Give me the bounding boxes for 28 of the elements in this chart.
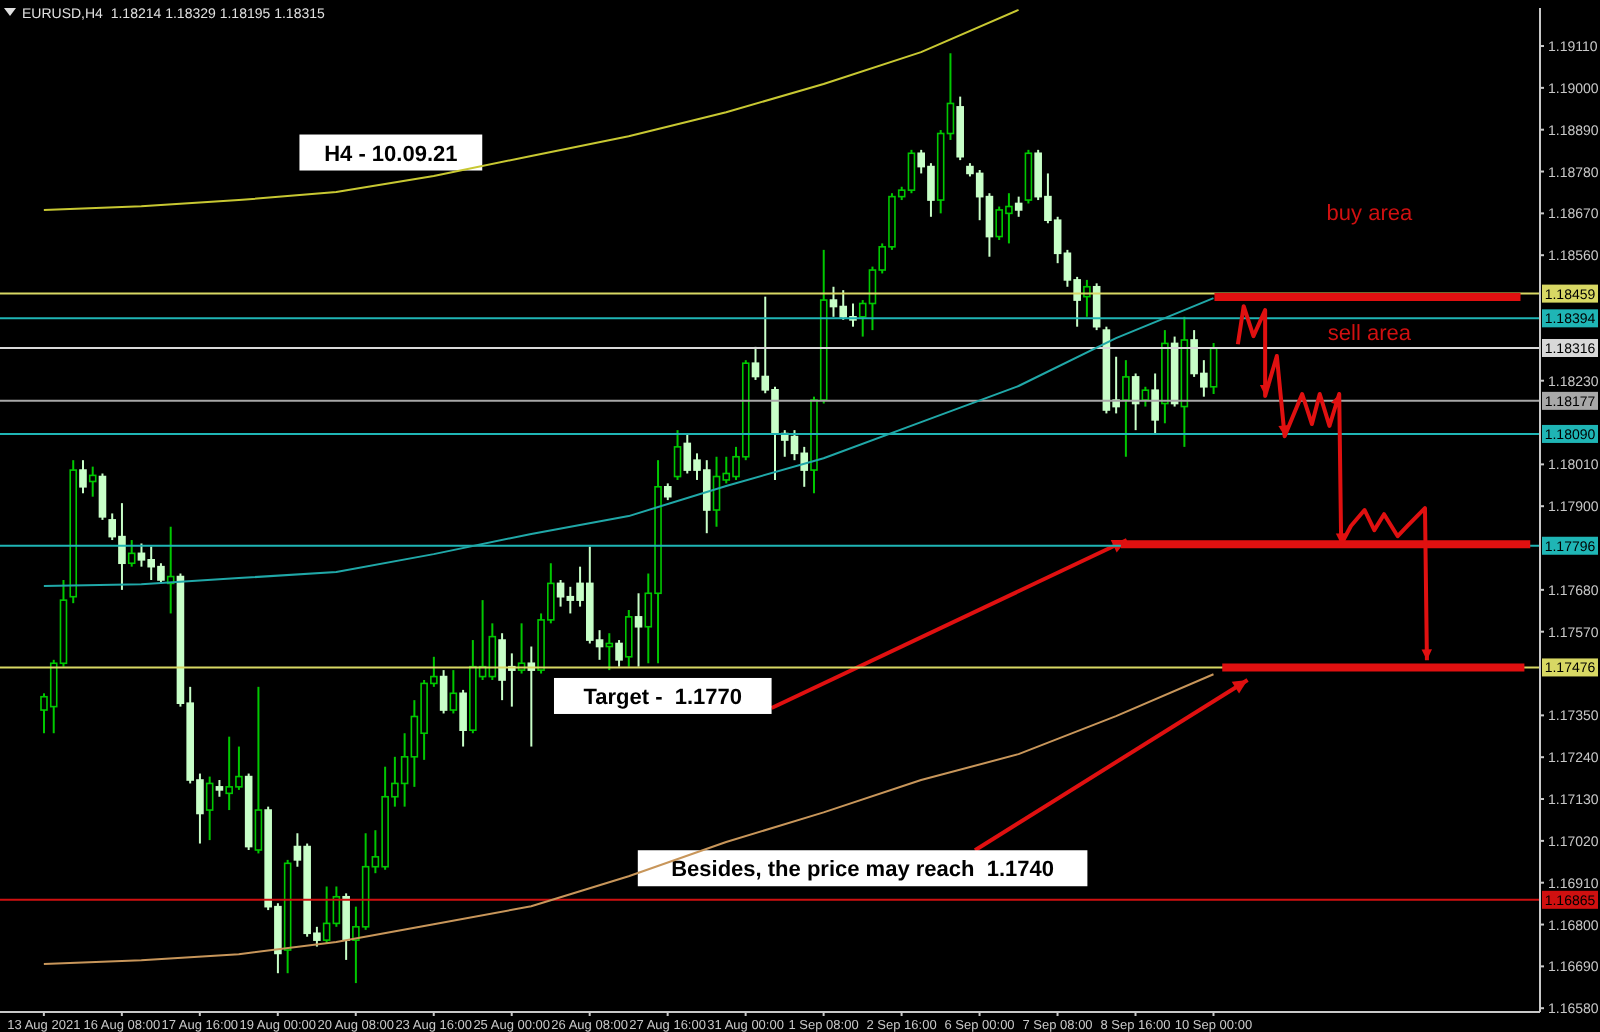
candlestick (1151, 372, 1159, 435)
annotation: H4 - 10.09.21 (324, 142, 458, 167)
candlestick (342, 892, 350, 961)
candlestick (634, 592, 643, 668)
candlestick (449, 669, 458, 715)
candlestick (625, 609, 633, 668)
line-series (42, 297, 1215, 588)
candlestick (205, 775, 214, 842)
candlestick (1024, 148, 1033, 205)
annotation: sell area (1327, 322, 1413, 347)
annotation: Target - 1.1770 (583, 685, 743, 710)
label-box: H4 - 10.09.21 (299, 134, 483, 171)
candlestick (127, 539, 136, 568)
candlestick (79, 459, 87, 495)
candlestick (88, 465, 97, 498)
candlestick (439, 669, 448, 715)
line-series (42, 673, 1215, 966)
candlestick (673, 429, 682, 481)
candlestick (1014, 195, 1023, 218)
candlestick (459, 688, 467, 748)
candlestick (615, 639, 623, 668)
candlestick (1209, 342, 1218, 396)
annotation: Besides, the price may reach 1.1740 (671, 858, 1054, 883)
annotation: buy area (1326, 202, 1414, 227)
candlestick (1141, 385, 1150, 408)
candlestick (98, 472, 107, 521)
candlestick (1122, 359, 1130, 458)
candlestick (254, 685, 263, 855)
